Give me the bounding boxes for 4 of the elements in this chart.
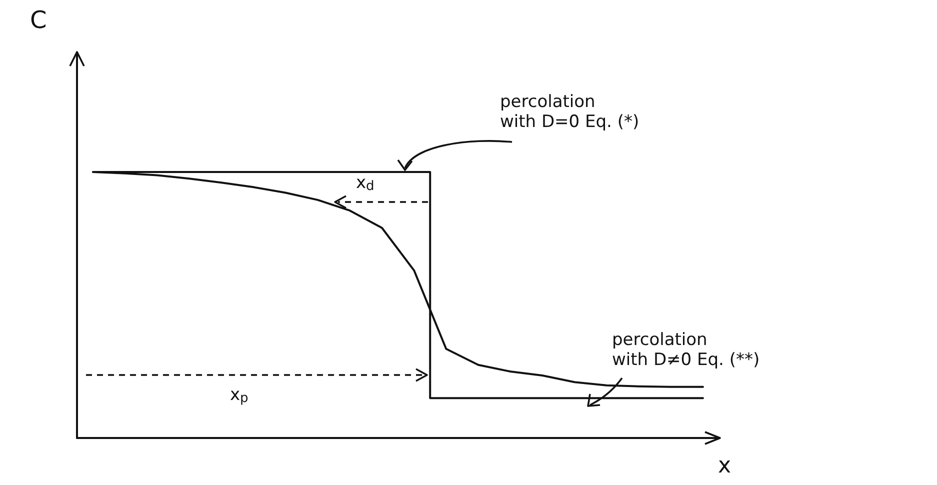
text: x	[718, 454, 732, 478]
annotation: percolation with D≠0 Eq. (**)	[612, 330, 760, 370]
text: C	[30, 6, 47, 34]
text: percolation with D=0 Eq. (*)	[500, 92, 640, 132]
